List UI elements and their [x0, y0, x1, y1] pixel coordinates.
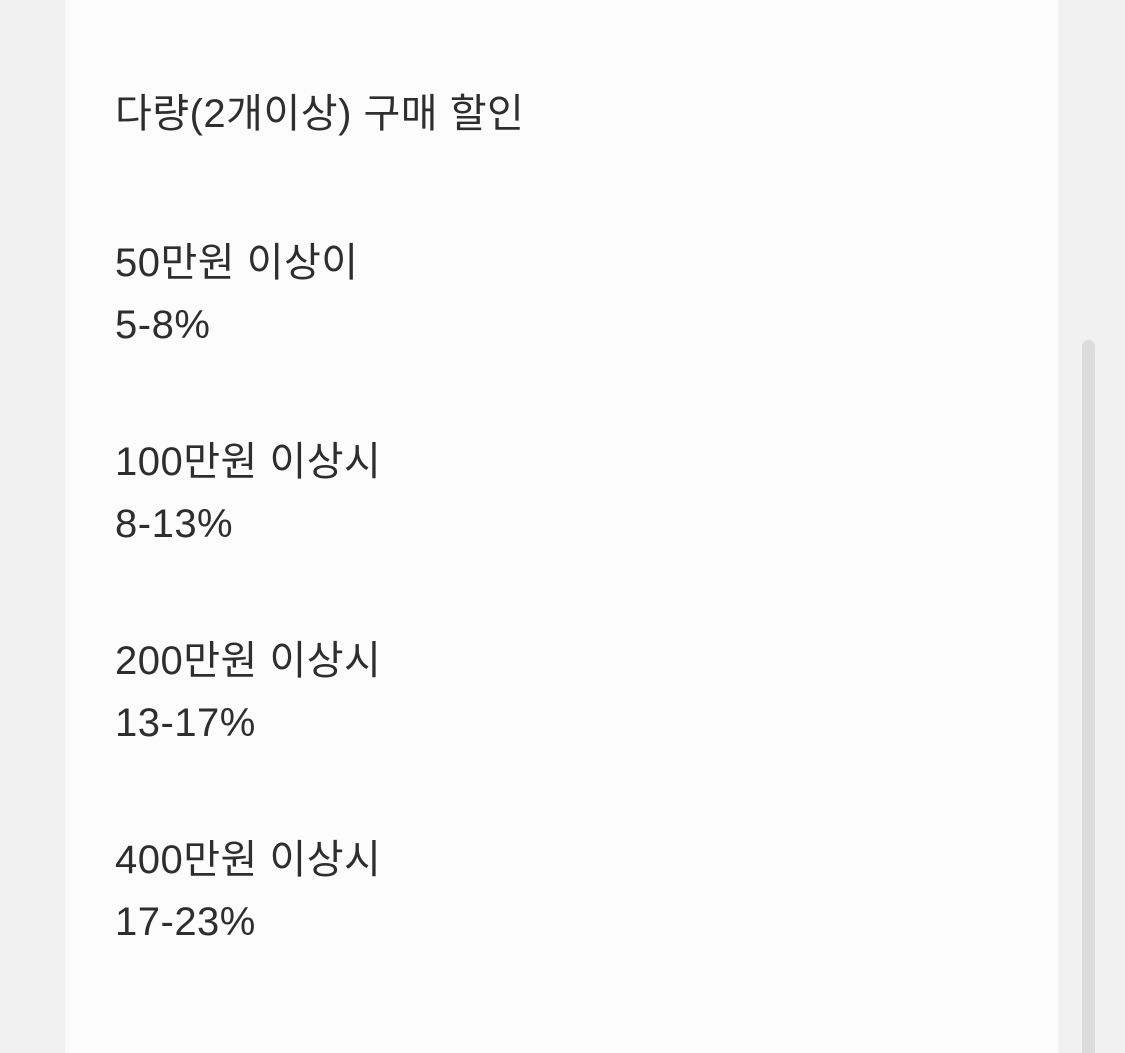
tier-discount: 13-17%	[115, 701, 256, 745]
tier-discount: 8-13%	[115, 502, 234, 546]
scrollbar-track[interactable]	[1058, 0, 1125, 1053]
discount-tier-row: 200만원 이상시 13-17%	[115, 630, 1048, 754]
tier-discount: 17-23%	[115, 900, 256, 944]
content-area: 다량(2개이상) 구매 할인 50만원 이상이 5-8% 100만원 이상시 8…	[70, 0, 1058, 1053]
tier-threshold: 50만원 이상이	[115, 241, 359, 285]
discount-tier-row: 50만원 이상이 5-8%	[115, 232, 1048, 356]
left-gutter	[0, 0, 70, 1053]
discount-tier-row: 400만원 이상시 17-23%	[115, 829, 1048, 953]
tier-threshold: 200만원 이상시	[115, 639, 382, 683]
page-title: 다량(2개이상) 구매 할인	[115, 92, 525, 136]
discount-tier-row: 100만원 이상시 8-13%	[115, 431, 1048, 555]
tier-threshold: 400만원 이상시	[115, 838, 382, 882]
scrollbar-thumb[interactable]	[1082, 340, 1095, 1053]
tier-discount: 5-8%	[115, 303, 211, 347]
tier-threshold: 100만원 이상시	[115, 440, 382, 484]
